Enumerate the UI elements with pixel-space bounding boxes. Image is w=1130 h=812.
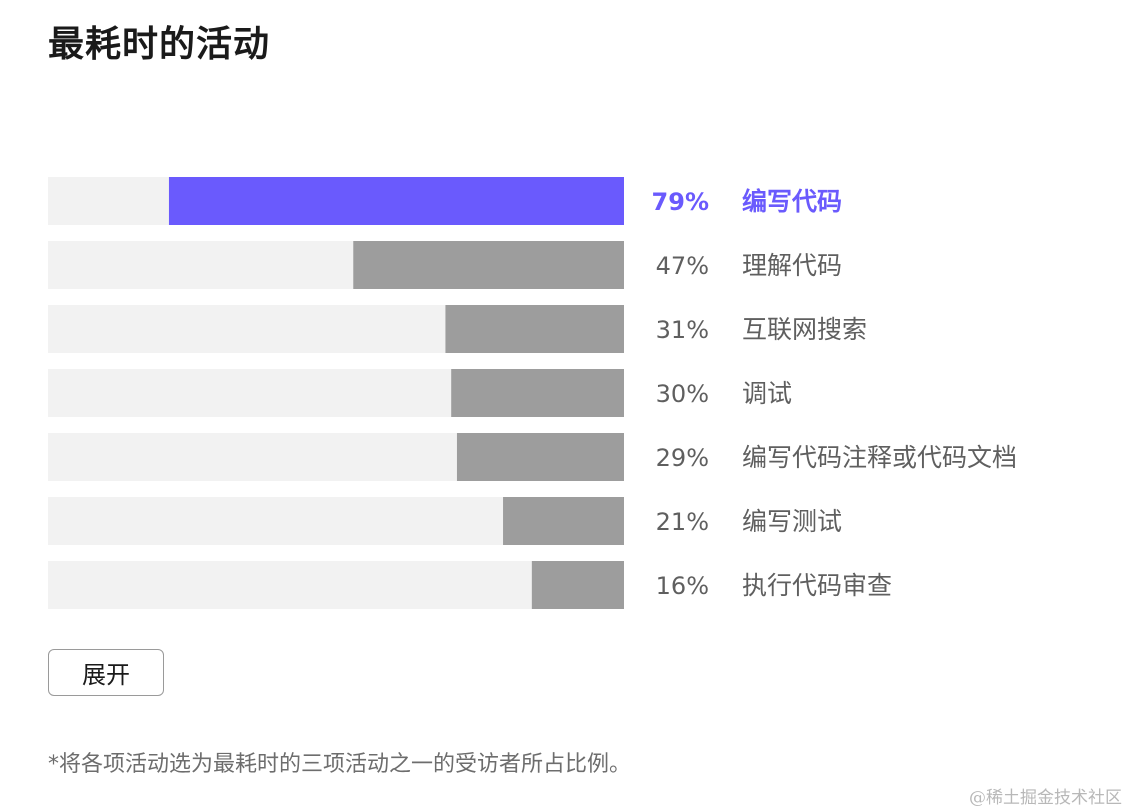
value-label: 79% <box>652 188 709 216</box>
bar-7 <box>531 561 624 609</box>
watermark: @稀土掘金技术社区 <box>969 788 1122 808</box>
category-label: 编写代码注释或代码文档 <box>742 443 1017 472</box>
category-label: 执行代码审查 <box>742 571 892 600</box>
bar-6 <box>503 497 624 545</box>
category-label: 理解代码 <box>742 251 842 280</box>
value-label: 29% <box>656 444 709 472</box>
value-label: 47% <box>656 252 709 280</box>
bar-1 <box>168 177 624 225</box>
bar-3 <box>445 305 624 353</box>
value-label: 31% <box>656 316 709 344</box>
expand-button[interactable]: 展开 <box>48 649 164 696</box>
category-label: 编写测试 <box>742 507 842 536</box>
value-label: 16% <box>656 572 709 600</box>
bar-4 <box>451 369 624 417</box>
value-label: 30% <box>656 380 709 408</box>
value-label: 21% <box>656 508 709 536</box>
category-label: 互联网搜索 <box>742 315 867 344</box>
category-label: 调试 <box>742 379 792 408</box>
bar-chart: 79% 编写代码 47% 理解代码 31% 互联网搜索 30% 调试 29% 编写代码注释或代码文… <box>48 177 1017 609</box>
bar-5 <box>456 433 624 481</box>
footnote: *将各项活动选为最耗时的三项活动之一的受访者所占比例。 <box>48 752 632 777</box>
bar-2 <box>353 241 624 289</box>
chart-title: 最耗时的活动 <box>48 24 271 65</box>
bar-track <box>48 561 624 609</box>
category-label: 编写代码 <box>742 187 842 216</box>
